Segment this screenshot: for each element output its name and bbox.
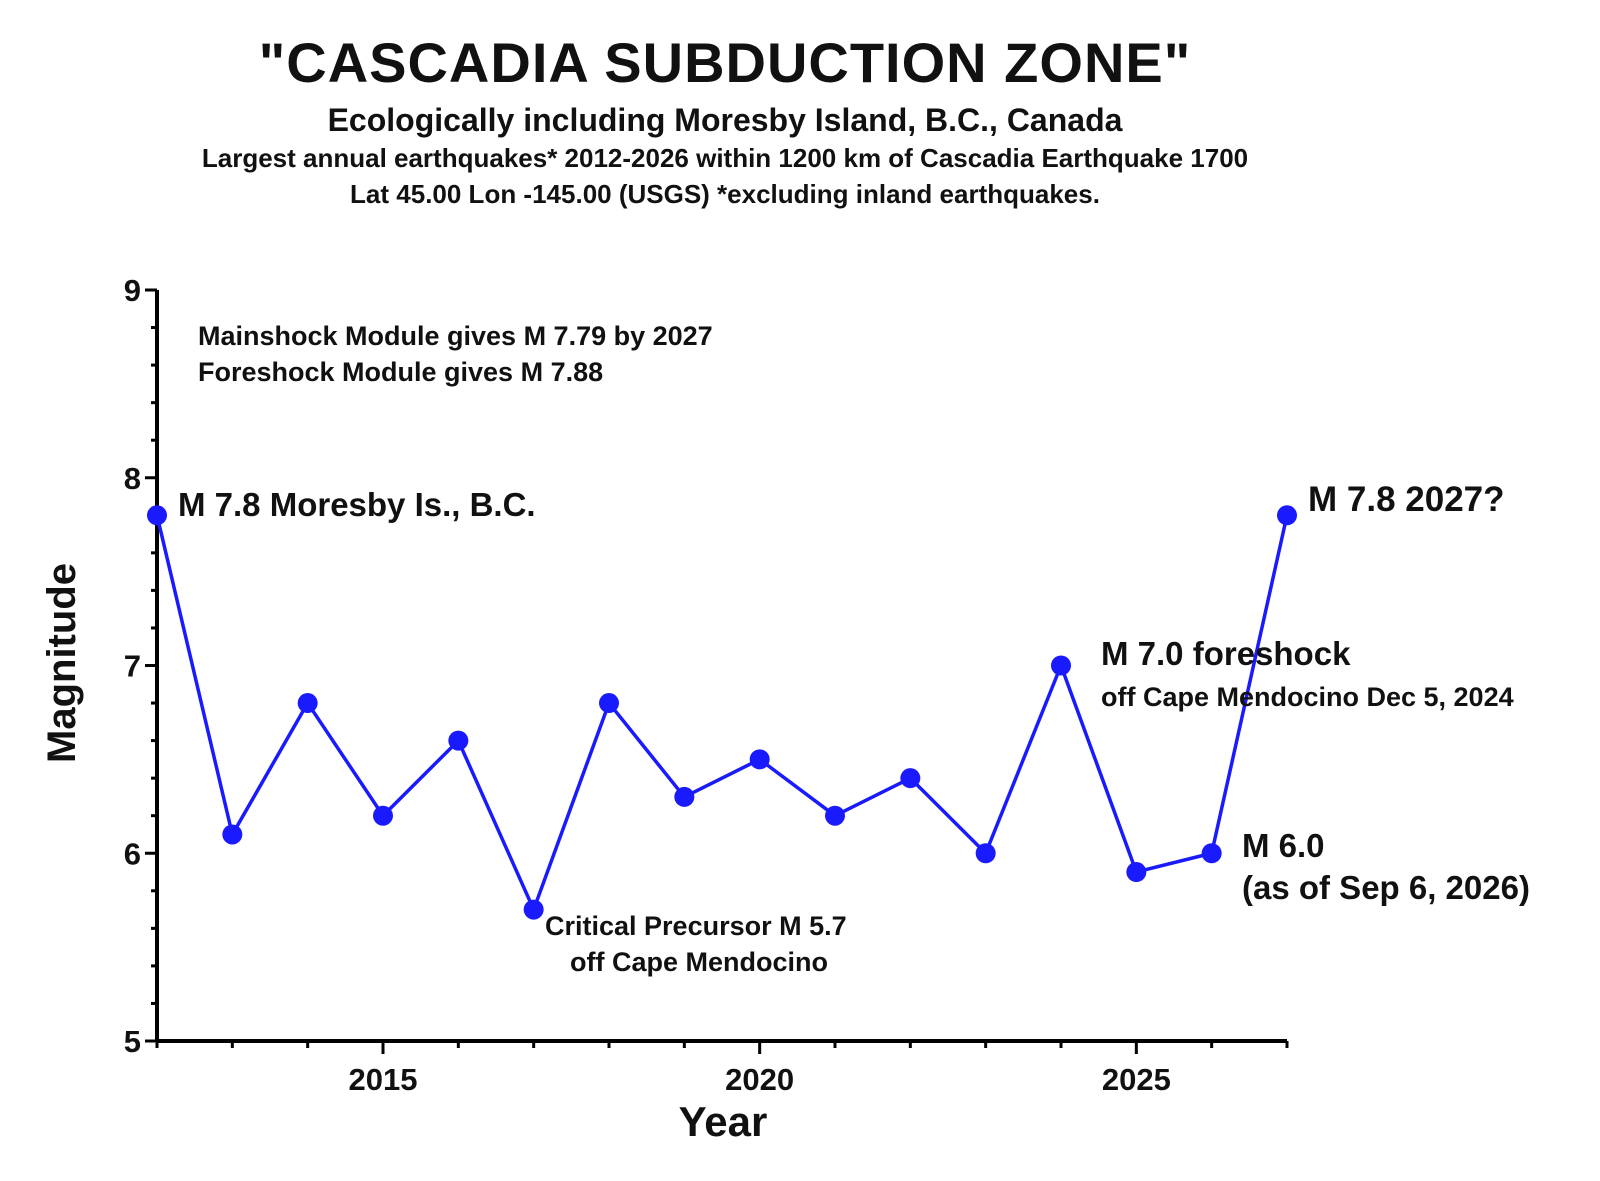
series-segment [1209, 513, 1289, 855]
series-segment [305, 701, 385, 818]
series-segment [757, 757, 837, 818]
chart-title: "CASCADIA SUBDUCTION ZONE" [258, 31, 1192, 94]
data-point [373, 805, 393, 826]
annotation-foreshock-module: Foreshock Module gives M 7.88 [198, 357, 603, 387]
data-point [900, 768, 921, 789]
annotation-precursor-detail: off Cape Mendocino [570, 947, 828, 977]
chart-subtitle: Ecologically including Moresby Island, B… [327, 102, 1123, 138]
data-point [599, 693, 619, 714]
annotation-mainshock-module: Mainshock Module gives M 7.79 by 2027 [198, 321, 713, 351]
series-segment [607, 701, 687, 799]
y-tick-label: 5 [124, 1024, 141, 1059]
data-point [749, 749, 770, 770]
data-point [448, 730, 469, 751]
series-segment [682, 757, 762, 799]
series-segment [908, 776, 988, 855]
series-segment [531, 701, 611, 912]
series-segment [833, 776, 913, 818]
series-segment [155, 513, 235, 837]
data-point [1277, 505, 1297, 526]
series-segment [230, 701, 310, 837]
annotation-current-detail: (as of Sep 6, 2026) [1242, 869, 1530, 906]
series-segment [1059, 663, 1139, 874]
y-tick-label: 7 [124, 649, 141, 684]
annotation-moresby: M 7.8 Moresby Is., B.C. [178, 486, 536, 523]
data-point [222, 824, 243, 845]
y-tick-label: 8 [124, 461, 141, 496]
annotation-precursor-title: Critical Precursor M 5.7 [545, 911, 847, 941]
annotation-current-title: M 6.0 [1242, 827, 1325, 864]
x-tick-label: 2020 [725, 1062, 794, 1097]
data-point [674, 786, 695, 807]
y-tick-label: 9 [124, 273, 141, 308]
x-tick-label: 2015 [349, 1062, 418, 1097]
data-point [1051, 655, 1071, 676]
description-line-1: Largest annual earthquakes* 2012-2026 wi… [201, 143, 1249, 173]
x-tick-label: 2025 [1102, 1062, 1171, 1097]
annotation-foreshock-detail: off Cape Mendocino Dec 5, 2024 [1101, 682, 1514, 712]
data-point [1126, 862, 1147, 883]
data-point [1201, 843, 1222, 864]
y-tick-label: 6 [124, 836, 141, 871]
axes: 5 6 7 8 9 2015 2020 2025 [124, 273, 1289, 1097]
series-segment [1134, 851, 1214, 874]
series-layer [147, 505, 1297, 920]
data-point [825, 805, 845, 826]
data-point [147, 505, 167, 526]
annotation-foreshock-title: M 7.0 foreshock [1101, 635, 1351, 672]
series-segment [983, 663, 1063, 855]
title-block: "CASCADIA SUBDUCTION ZONE" Ecologically … [0, 30, 1450, 212]
x-axis-label: Year [679, 1098, 768, 1145]
data-point [975, 843, 996, 864]
series-segment [381, 738, 461, 818]
description-line-2: Lat 45.00 Lon -145.00 (USGS) *excluding … [350, 179, 1100, 209]
data-point [523, 899, 544, 920]
series-segment [456, 738, 536, 912]
annotation-forecast: M 7.8 2027? [1308, 480, 1505, 519]
y-axis-label: Magnitude [40, 563, 84, 763]
data-point [297, 693, 318, 714]
